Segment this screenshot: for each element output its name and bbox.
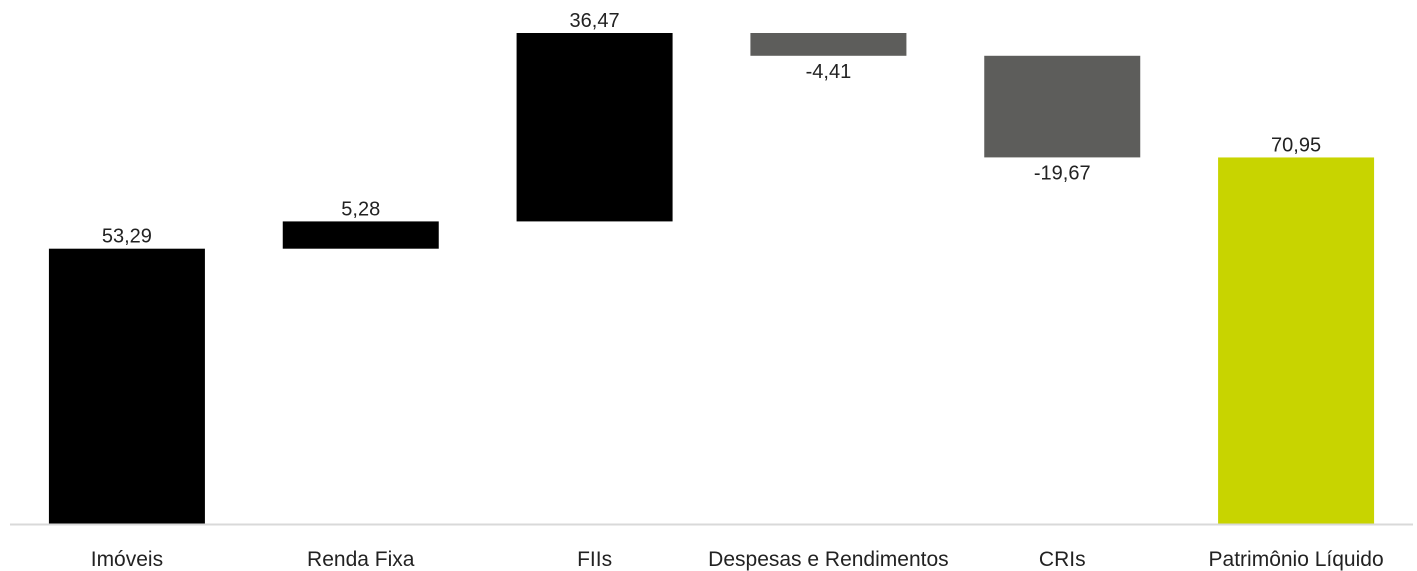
bar-4 <box>984 55 1141 158</box>
value-label-2: 36,47 <box>570 10 620 32</box>
value-label-0: 53,29 <box>102 226 152 248</box>
bar-3 <box>750 33 907 56</box>
value-label-1: 5,28 <box>341 198 380 220</box>
category-label-4: CRIs <box>1039 548 1086 571</box>
bar-0 <box>48 248 205 524</box>
bars-group <box>48 33 1375 524</box>
category-labels-group: Imóveis Renda Fixa FIIs Despesas e Rendimen… <box>91 548 1384 571</box>
value-label-5: 70,95 <box>1271 134 1321 156</box>
category-label-5: Patrimônio Líquido <box>1209 548 1384 571</box>
bar-2 <box>516 33 673 222</box>
category-label-3: Despesas e Rendimentos <box>708 548 948 571</box>
value-label-3: -4,41 <box>806 61 852 83</box>
bar-1 <box>282 221 439 249</box>
category-label-2: FIIs <box>577 548 612 571</box>
bar-5 <box>1218 157 1375 524</box>
value-label-4: -19,67 <box>1034 162 1091 184</box>
value-labels-group: 53,29 5,28 36,47 -4,41 -19,67 70,95 <box>102 10 1321 248</box>
category-label-0: Imóveis <box>91 548 163 571</box>
category-label-1: Renda Fixa <box>307 548 415 571</box>
